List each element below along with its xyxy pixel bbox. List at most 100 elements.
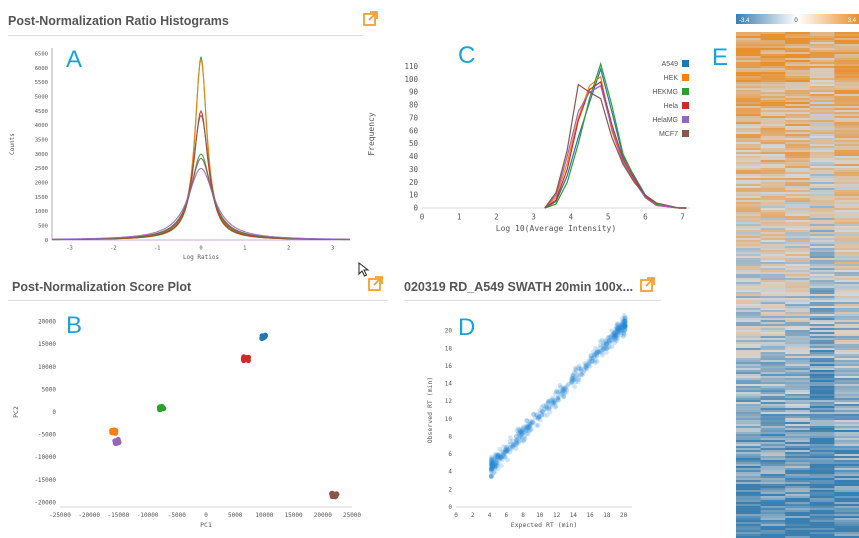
external-link-icon[interactable] — [363, 11, 378, 26]
y-axis-label: Counts — [9, 133, 16, 155]
heatmap-cell — [760, 272, 786, 275]
heatmap-cell — [760, 296, 786, 299]
heatmap-cell — [736, 40, 762, 43]
heatmap-cell — [736, 412, 762, 415]
heatmap-cell — [760, 256, 786, 259]
heatmap-cell — [809, 368, 835, 371]
rt-point — [603, 338, 609, 344]
heatmap-cell — [809, 428, 835, 431]
heatmap-cell — [760, 116, 786, 119]
heatmap-cell — [785, 458, 811, 461]
rt-point — [526, 423, 532, 429]
heatmap-cell — [736, 522, 762, 525]
heatmap-cell — [736, 188, 762, 191]
rt-point — [540, 403, 546, 409]
heatmap-cell — [809, 170, 835, 173]
heatmap-cell — [834, 436, 859, 439]
heatmap-cell — [834, 478, 859, 481]
rt-point — [489, 462, 495, 468]
rt-point — [573, 379, 579, 385]
rt-point — [488, 466, 494, 472]
heatmap-cell — [760, 486, 786, 489]
heatmap-cell — [736, 520, 762, 523]
heatmap-cell — [736, 162, 762, 165]
heatmap-cell — [785, 260, 811, 263]
heatmap-cell — [736, 386, 762, 389]
heatmap-cell — [736, 510, 762, 513]
heatmap-cell — [809, 254, 835, 257]
x-tick-label: -10000 — [137, 512, 159, 519]
rt-point — [547, 397, 553, 403]
heatmap-cell — [736, 50, 762, 53]
heatmap-cell — [760, 312, 786, 315]
heatmap-cell — [809, 396, 835, 399]
heatmap-cell — [760, 286, 786, 289]
rt-point — [497, 455, 503, 461]
heatmap-cell — [736, 290, 762, 293]
y-tick-label: -10000 — [34, 454, 56, 461]
rt-point — [549, 402, 555, 408]
heatmap-cell — [809, 246, 835, 249]
external-link-icon[interactable] — [640, 277, 655, 292]
heatmap-cell — [760, 204, 786, 207]
rt-point — [601, 345, 606, 351]
score-cluster-2 — [156, 403, 167, 413]
heatmap-cell — [760, 106, 786, 109]
heatmap-cell — [834, 136, 859, 139]
rt-point — [589, 358, 595, 364]
heatmap-cell — [834, 262, 859, 265]
heatmap-cell — [834, 446, 859, 449]
heatmap-cell — [785, 158, 811, 161]
heatmap-cell — [736, 514, 762, 517]
heatmap-cell — [809, 34, 835, 37]
rt-point — [588, 352, 594, 358]
rt-point — [622, 321, 628, 326]
heatmap-cell — [760, 304, 786, 307]
heatmap-cell — [834, 270, 859, 273]
rt-point — [550, 397, 555, 403]
rt-point — [489, 457, 494, 462]
heatmap-cell — [785, 142, 811, 145]
heatmap-cell — [809, 456, 835, 459]
heatmap-cell — [760, 192, 786, 195]
rt-scatter-chart: 0 2 4 6 8 10 12 14 16 18 2002468101214161820Expect… — [426, 313, 632, 529]
heatmap-cell — [736, 288, 762, 291]
heatmap-cell — [834, 442, 859, 445]
heatmap-cell — [809, 500, 835, 503]
rt-point — [570, 375, 576, 381]
heatmap-cell — [834, 424, 859, 427]
rt-point — [573, 368, 579, 374]
heatmap-cell — [785, 228, 811, 231]
x-tick-label: -25000 — [49, 512, 71, 519]
heatmap-cell — [785, 88, 811, 91]
rt-point — [604, 341, 609, 346]
heatmap-cell — [809, 292, 835, 295]
heatmap-cell — [785, 220, 811, 223]
rt-point — [588, 353, 594, 359]
heatmap-cell — [834, 468, 859, 471]
heatmap-cell — [809, 228, 835, 231]
external-link-icon[interactable] — [368, 276, 383, 291]
rt-point — [578, 368, 584, 374]
rt-point — [489, 455, 495, 461]
rt-point — [552, 391, 558, 397]
heatmap-cell — [809, 406, 835, 409]
heatmap-cell — [785, 222, 811, 225]
heatmap-cell — [736, 434, 762, 437]
heatmap-cell — [760, 474, 786, 477]
heatmap-cell — [760, 186, 786, 189]
heatmap-cell — [785, 106, 811, 109]
heatmap-cell — [785, 376, 811, 379]
heatmap-cell — [809, 480, 835, 483]
heatmap-cell — [834, 454, 859, 457]
rt-point — [496, 453, 502, 459]
rt-point — [488, 459, 494, 465]
heatmap-cell — [809, 408, 835, 411]
heatmap-cell — [809, 98, 835, 101]
heatmap-cell — [760, 104, 786, 107]
rt-point — [555, 395, 561, 401]
heatmap-cell — [809, 426, 835, 429]
heatmap-cell — [834, 504, 859, 507]
heatmap-cell — [785, 86, 811, 89]
